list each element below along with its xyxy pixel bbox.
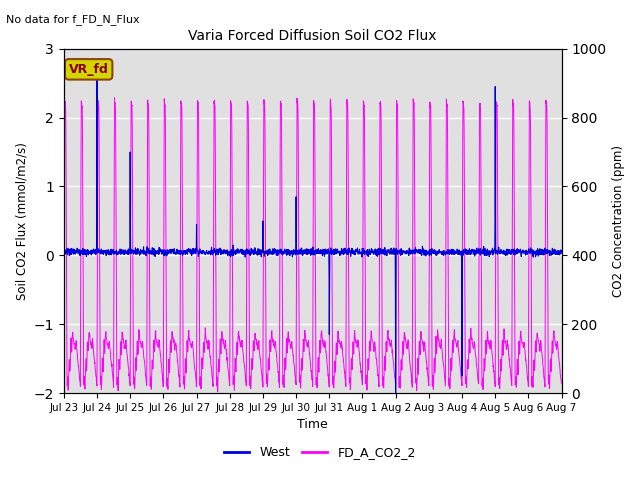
Legend: West, FD_A_CO2_2: West, FD_A_CO2_2 <box>219 441 421 464</box>
Title: Varia Forced Diffusion Soil CO2 Flux: Varia Forced Diffusion Soil CO2 Flux <box>188 29 437 43</box>
Y-axis label: CO2 Concentration (ppm): CO2 Concentration (ppm) <box>612 145 625 297</box>
Text: No data for f_FD_N_Flux: No data for f_FD_N_Flux <box>6 14 140 25</box>
X-axis label: Time: Time <box>298 419 328 432</box>
Text: VR_fd: VR_fd <box>68 63 109 76</box>
Y-axis label: Soil CO2 Flux (mmol/m2/s): Soil CO2 Flux (mmol/m2/s) <box>15 142 28 300</box>
